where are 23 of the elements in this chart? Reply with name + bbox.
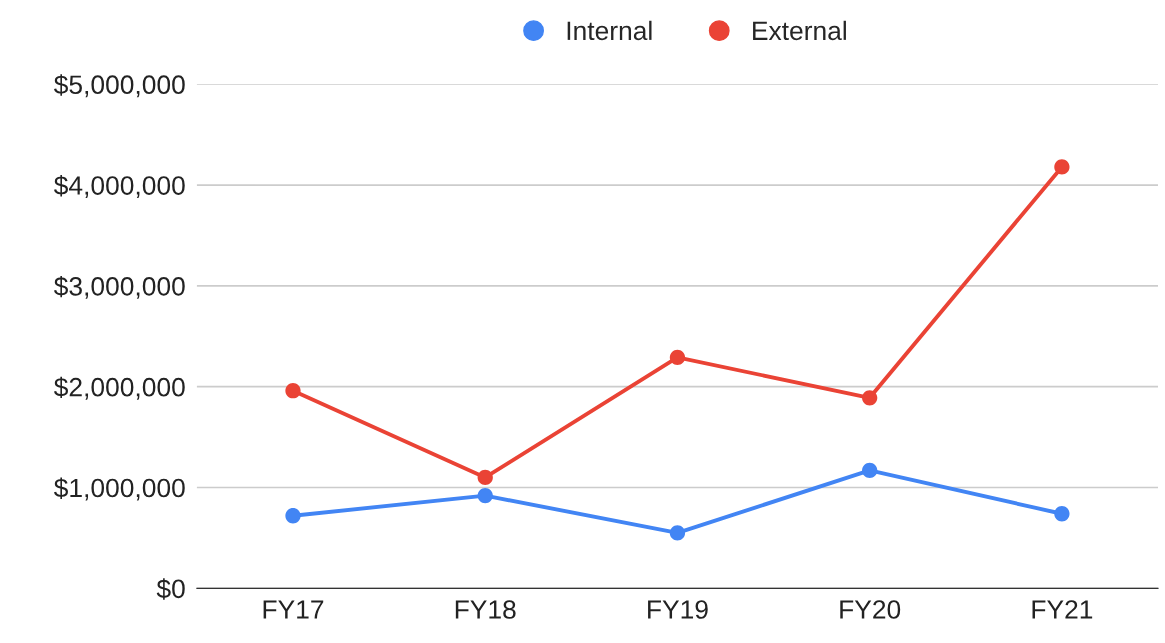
y-tick-label: $1,000,000 <box>54 477 185 501</box>
y-tick-label: $4,000,000 <box>54 175 185 198</box>
point <box>477 487 493 504</box>
x-tick-label: FY19 <box>648 600 708 619</box>
x-tick-label: FY17 <box>263 600 324 619</box>
point <box>669 525 686 541</box>
point <box>1054 506 1070 522</box>
legend-label: External <box>753 20 846 41</box>
point <box>285 508 301 524</box>
y-tick-label: $3,000,000 <box>54 275 185 299</box>
x-tick-label: FY21 <box>1032 600 1093 619</box>
point <box>477 469 493 486</box>
y-tick-label: $5,000,000 <box>54 74 185 98</box>
point <box>862 390 878 406</box>
y-tick-label: $2,000,000 <box>54 376 185 400</box>
point <box>862 462 878 479</box>
legend-label: Internal <box>567 20 652 41</box>
x-tick-label: FY18 <box>455 600 516 619</box>
point <box>669 349 686 366</box>
x-tick-label: FY20 <box>840 600 901 619</box>
point <box>285 383 301 399</box>
point <box>1054 159 1070 175</box>
y-tick-label: $0 <box>156 578 185 600</box>
